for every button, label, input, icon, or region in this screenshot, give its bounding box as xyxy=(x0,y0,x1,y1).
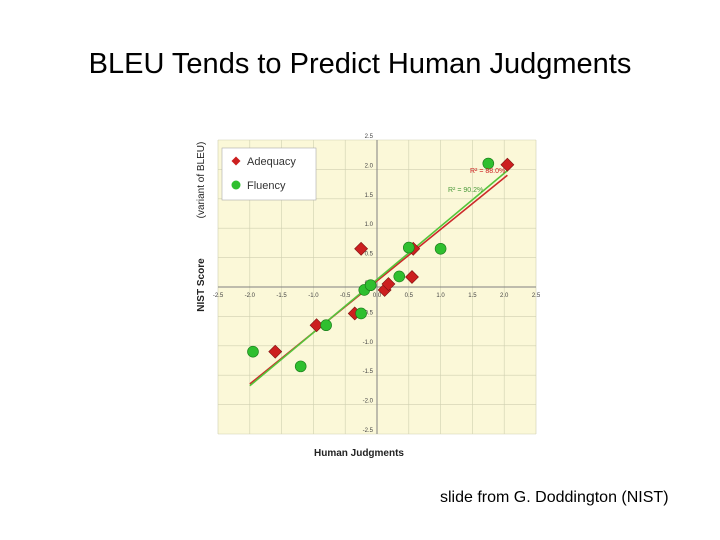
fluency-point xyxy=(355,307,367,320)
y-tick-label: 0.5 xyxy=(365,252,374,258)
y-axis-title: NIST Score xyxy=(196,258,207,312)
y-tick-label: -2.0 xyxy=(363,399,374,405)
y-tick-label: -2.5 xyxy=(363,428,374,434)
y-tick-label: -1.0 xyxy=(363,340,374,346)
fluency-point xyxy=(364,279,377,292)
x-tick-label: 0.5 xyxy=(405,293,414,299)
r2-label-fluency: R² = 90.2% xyxy=(448,187,483,194)
y-tick-label: -0.5 xyxy=(363,310,374,316)
legend-marker-fluency xyxy=(231,180,241,190)
x-tick-label: 2.5 xyxy=(532,293,541,299)
x-axis-title: Human Judgments xyxy=(314,448,404,459)
x-tick-label: -2.5 xyxy=(213,293,224,299)
y-tick-label: 1.0 xyxy=(365,222,374,228)
legend-box xyxy=(221,147,317,201)
axes xyxy=(218,140,536,434)
slide-title: BLEU Tends to Predict Human Judgments xyxy=(88,48,632,80)
x-tick-label: 1.0 xyxy=(436,293,445,299)
legend-label-adequacy: Adequacy xyxy=(247,156,296,168)
legend-marker-adequacy xyxy=(231,156,241,166)
footer-credit: slide from G. Doddington (NIST) xyxy=(440,489,669,506)
adequacy-point xyxy=(405,270,419,284)
x-tick-label: -1.0 xyxy=(308,293,319,299)
y-tick-label: 2.0 xyxy=(365,163,374,169)
legend: Adequacy Fluency xyxy=(221,147,317,201)
x-tick-label: -1.5 xyxy=(276,293,287,299)
adequacy-point xyxy=(268,344,283,359)
fluency-point xyxy=(434,242,447,255)
fluency-point xyxy=(482,157,495,170)
adequacy-point xyxy=(354,241,369,256)
data-points xyxy=(247,157,515,373)
y-tick-label: 1.5 xyxy=(365,193,374,199)
fluency-point xyxy=(393,270,406,283)
legend-label-fluency: Fluency xyxy=(247,180,286,192)
r2-label-adequacy: R² = 88.0% xyxy=(470,168,505,175)
adequacy-point xyxy=(381,277,396,291)
x-tick-label: 2.0 xyxy=(500,293,509,299)
x-tick-label: 0.0 xyxy=(373,293,382,299)
fluency-point xyxy=(247,345,259,358)
x-tick-label: -0.5 xyxy=(340,293,351,299)
x-tick-label: -2.0 xyxy=(245,293,256,299)
x-tick-label: 1.5 xyxy=(468,293,477,299)
y-axis-note: (variant of BLEU) xyxy=(196,142,207,219)
y-tick-label: -1.5 xyxy=(363,369,374,375)
adequacy-point xyxy=(500,157,515,172)
fluency-point xyxy=(402,241,415,254)
fit-line-fluency xyxy=(249,169,508,387)
y-tick-label: 2.5 xyxy=(365,134,374,140)
fluency-point xyxy=(320,319,332,332)
fit-lines xyxy=(249,169,508,387)
fluency-point xyxy=(294,360,307,373)
tick-labels: -2.5 -2.0 -1.5 -1.0 -0.5 0.0 0.5 1.0 1.5 2.0 2.5 2.… xyxy=(213,134,541,434)
